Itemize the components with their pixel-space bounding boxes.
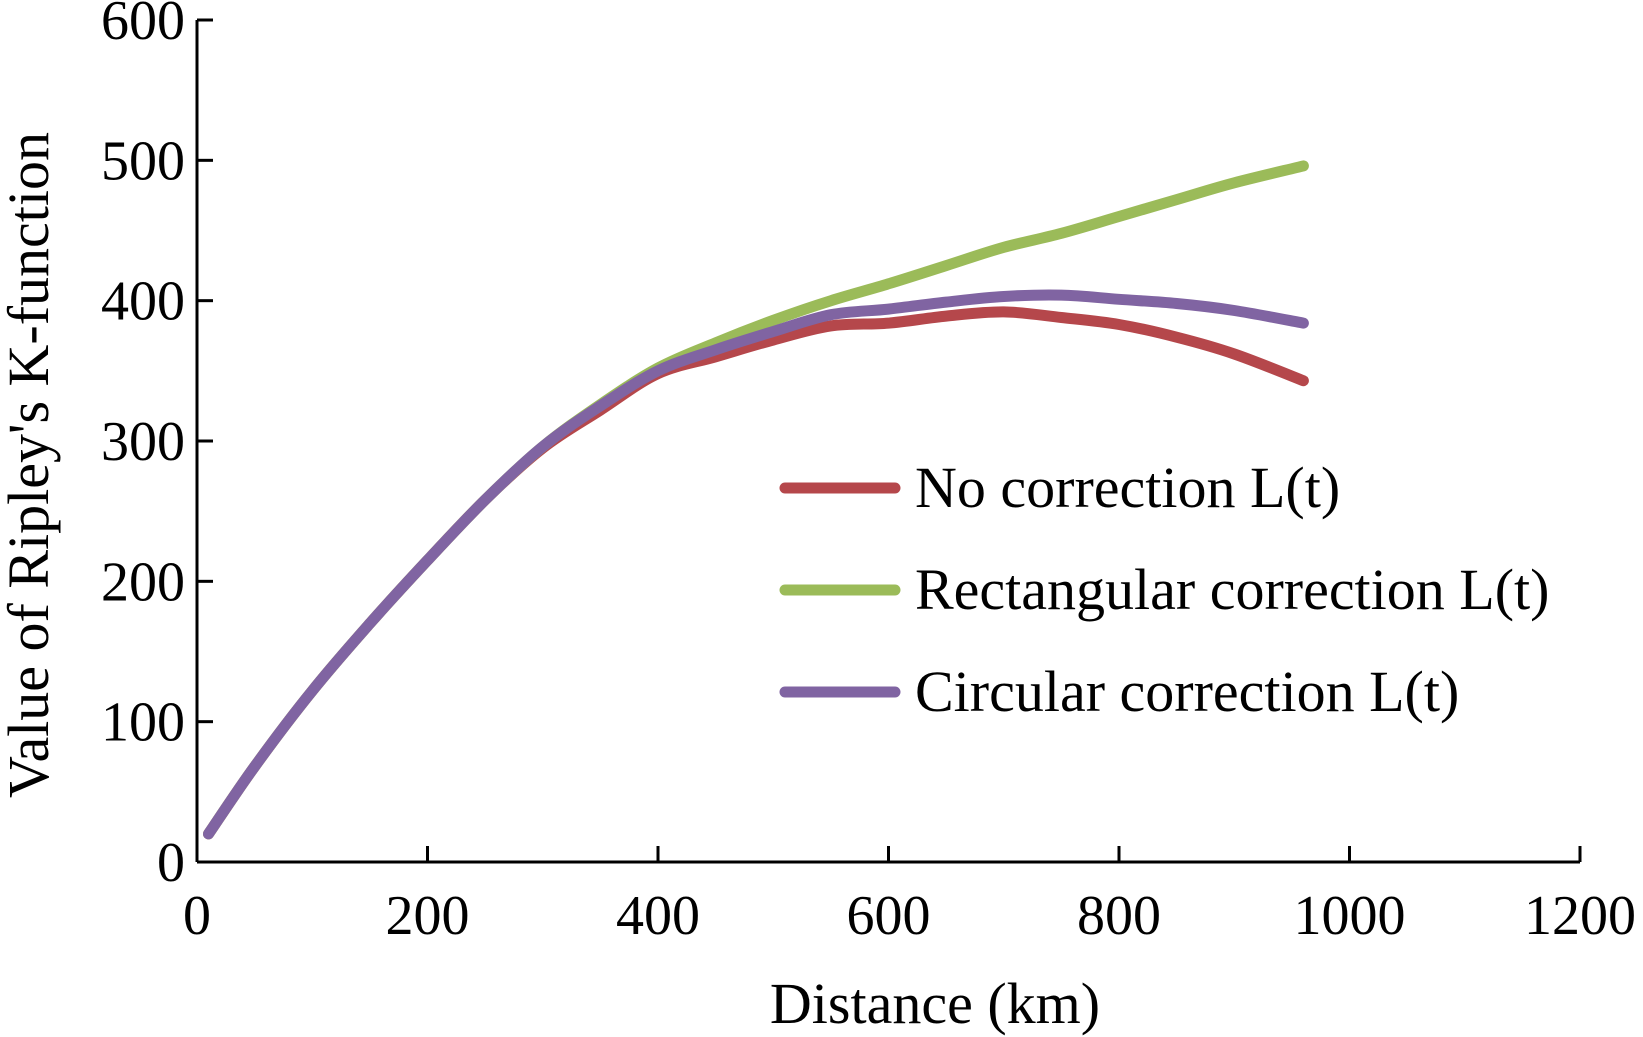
axes [195, 20, 1580, 864]
y-tick-label: 300 [101, 411, 185, 473]
x-tick-label: 800 [1077, 885, 1161, 947]
x-tick-label: 0 [183, 885, 211, 947]
legend-label: No correction L(t) [915, 455, 1340, 520]
y-tick-label: 200 [101, 551, 185, 613]
x-tick-label: 400 [616, 885, 700, 947]
y-tick-label: 500 [101, 130, 185, 192]
y-tick-label: 600 [101, 0, 185, 52]
series-group [203, 160, 1309, 840]
legend: No correction L(t) Rectangular correction… [779, 455, 1549, 724]
y-axis-title: Value of Ripley's K-function [0, 132, 61, 798]
x-ticks: 0 200 400 600 800 1000 1200 [183, 846, 1636, 947]
x-axis-title: Distance (km) [770, 971, 1100, 1036]
x-tick-label: 1000 [1294, 885, 1406, 947]
legend-item: Circular correction L(t) [779, 659, 1459, 724]
legend-item: Rectangular correction L(t) [779, 557, 1549, 622]
series-line-3 [203, 289, 1309, 840]
x-tick-label: 200 [386, 885, 470, 947]
y-tick-label: 100 [101, 692, 185, 754]
legend-label: Circular correction L(t) [915, 659, 1459, 724]
y-tick-label: 0 [157, 832, 185, 894]
y-ticks: 0 100 200 300 400 500 600 [101, 0, 213, 894]
x-tick-label: 600 [847, 885, 931, 947]
x-tick-label: 1200 [1524, 885, 1636, 947]
y-tick-label: 400 [101, 271, 185, 333]
legend-item: No correction L(t) [779, 455, 1340, 520]
legend-label: Rectangular correction L(t) [915, 557, 1549, 622]
